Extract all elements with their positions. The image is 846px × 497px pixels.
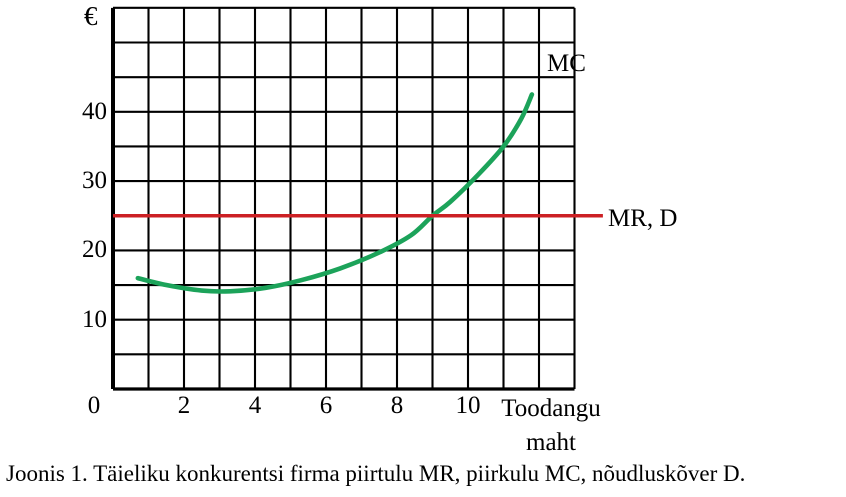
x-tick-label: 4 [248,392,262,419]
y-tick-label: 20 [82,236,107,264]
chart-canvas [111,6,603,391]
figure-caption: Joonis 1. Täieliku konkurentsi firma pii… [6,461,746,486]
mc-curve-label: MC [547,50,586,77]
y-axis-unit-label: € [84,1,98,31]
y-tick-label: 30 [82,167,107,195]
x-axis-title-line2: maht [526,428,576,456]
x-tick-label: 10 [455,392,481,419]
mr-d-line-label: MR, D [608,205,678,232]
x-axis-title: Toodangu maht [492,392,610,460]
y-tick-label: 40 [82,97,107,125]
mc-curve [135,92,535,294]
x-tick-label: 6 [319,392,333,419]
x-tick-label: 2 [177,392,191,419]
x-tick-label: 0 [87,392,101,419]
x-axis-title-line1: Toodangu [501,395,601,422]
x-tick-label: 8 [390,392,404,419]
y-tick-label: 10 [82,305,107,333]
